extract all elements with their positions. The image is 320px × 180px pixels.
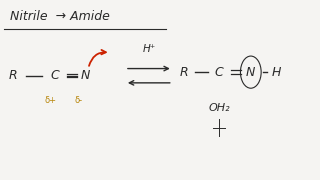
Text: H⁺: H⁺ (142, 44, 156, 54)
Text: N: N (246, 66, 255, 79)
Text: δ-: δ- (75, 96, 83, 105)
Text: C: C (51, 69, 59, 82)
Text: R: R (9, 69, 18, 82)
Text: OH₂: OH₂ (208, 103, 230, 113)
Text: H: H (272, 66, 281, 79)
Text: C: C (215, 66, 223, 79)
Text: N: N (80, 69, 90, 82)
Text: Nitrile  → Amide: Nitrile → Amide (10, 10, 110, 23)
Text: R: R (180, 66, 188, 79)
Text: δ+: δ+ (44, 96, 56, 105)
